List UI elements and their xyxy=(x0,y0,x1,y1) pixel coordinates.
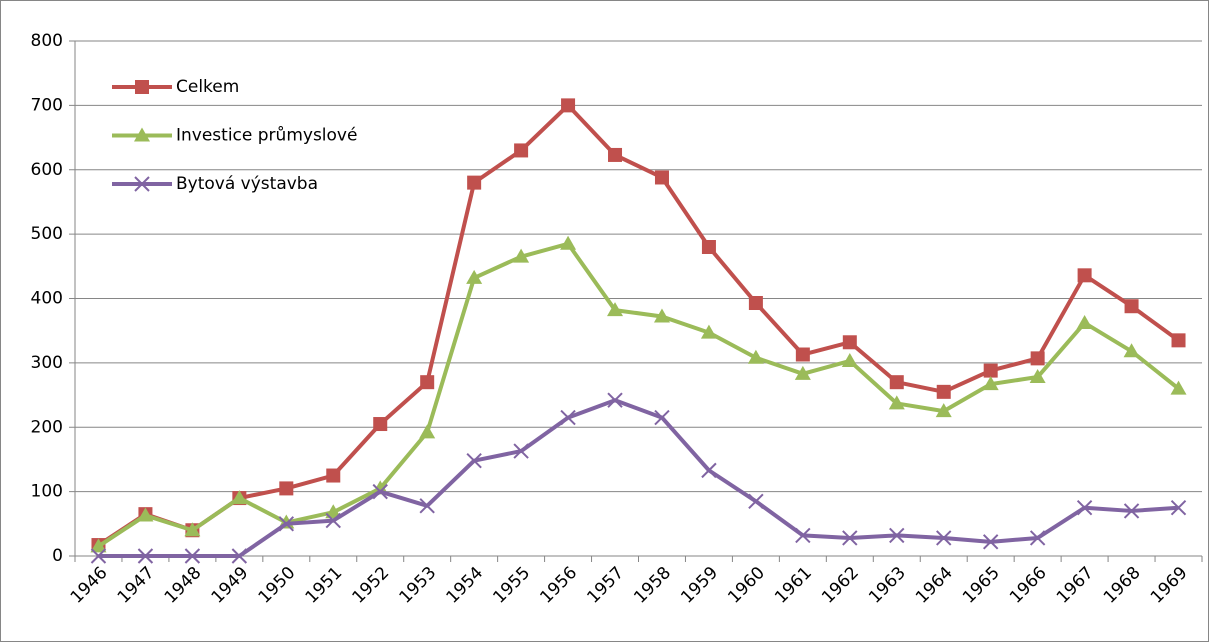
marker xyxy=(607,392,623,408)
marker xyxy=(889,527,905,544)
marker xyxy=(654,409,670,426)
y-tick-label: 200 xyxy=(31,417,63,437)
marker xyxy=(419,424,436,439)
marker xyxy=(748,296,763,311)
marker xyxy=(466,269,483,284)
marker xyxy=(135,80,149,94)
marker xyxy=(654,170,669,185)
marker xyxy=(1124,299,1139,314)
y-tick-label: 700 xyxy=(31,95,63,115)
marker xyxy=(561,98,576,113)
marker xyxy=(1077,268,1092,283)
series-line xyxy=(98,398,1179,558)
marker xyxy=(608,147,623,162)
legend-label: Celkem xyxy=(176,77,239,97)
marker xyxy=(134,176,150,192)
marker xyxy=(560,235,577,250)
marker xyxy=(467,175,482,190)
marker xyxy=(1123,503,1140,519)
marker xyxy=(700,324,717,339)
marker xyxy=(372,483,388,500)
marker xyxy=(983,363,998,378)
marker xyxy=(513,248,530,263)
marker xyxy=(888,395,905,410)
marker xyxy=(184,522,201,537)
marker xyxy=(1123,343,1140,358)
legend-label: Investice průmyslové xyxy=(176,126,357,146)
marker xyxy=(889,375,904,390)
marker xyxy=(794,365,811,380)
marker xyxy=(701,462,717,479)
marker xyxy=(935,403,952,418)
marker xyxy=(1171,333,1186,348)
marker xyxy=(513,443,529,459)
marker xyxy=(1029,530,1046,546)
marker xyxy=(795,527,811,544)
marker xyxy=(419,498,435,514)
marker xyxy=(326,468,341,483)
marker xyxy=(1076,500,1093,516)
marker xyxy=(701,240,716,254)
series-line xyxy=(97,241,1180,549)
y-tick-label: 300 xyxy=(31,353,63,373)
marker xyxy=(466,453,482,469)
marker xyxy=(325,504,342,519)
marker xyxy=(560,409,576,426)
marker xyxy=(607,302,624,317)
marker xyxy=(231,490,248,505)
y-tick-label: 100 xyxy=(31,482,63,502)
marker xyxy=(1029,369,1046,384)
marker xyxy=(653,308,670,323)
marker xyxy=(795,347,810,362)
marker xyxy=(420,375,435,390)
marker xyxy=(279,481,294,496)
marker xyxy=(231,548,248,564)
marker xyxy=(842,335,857,350)
marker xyxy=(137,507,154,522)
marker xyxy=(1170,500,1187,516)
y-tick-label: 600 xyxy=(31,160,63,180)
marker xyxy=(1076,314,1093,329)
marker xyxy=(90,538,107,553)
marker xyxy=(982,534,999,550)
marker xyxy=(90,548,107,564)
y-tick-label: 800 xyxy=(31,31,63,51)
marker xyxy=(514,143,529,158)
marker xyxy=(841,352,858,367)
y-tick-label: 0 xyxy=(52,546,63,566)
marker xyxy=(278,516,295,532)
marker xyxy=(373,417,388,432)
marker xyxy=(936,530,952,546)
marker xyxy=(137,548,154,564)
marker xyxy=(1170,380,1187,395)
marker xyxy=(184,548,201,564)
legend-label: Bytová výstavba xyxy=(176,174,318,194)
marker xyxy=(134,127,150,142)
marker xyxy=(936,384,951,399)
marker xyxy=(982,376,999,391)
y-tick-label: 500 xyxy=(31,224,63,244)
marker xyxy=(325,512,341,529)
marker xyxy=(1030,351,1045,366)
marker xyxy=(747,349,764,364)
marker xyxy=(748,493,764,509)
marker xyxy=(842,530,858,546)
y-tick-label: 400 xyxy=(31,289,63,309)
series-line xyxy=(97,103,1180,547)
